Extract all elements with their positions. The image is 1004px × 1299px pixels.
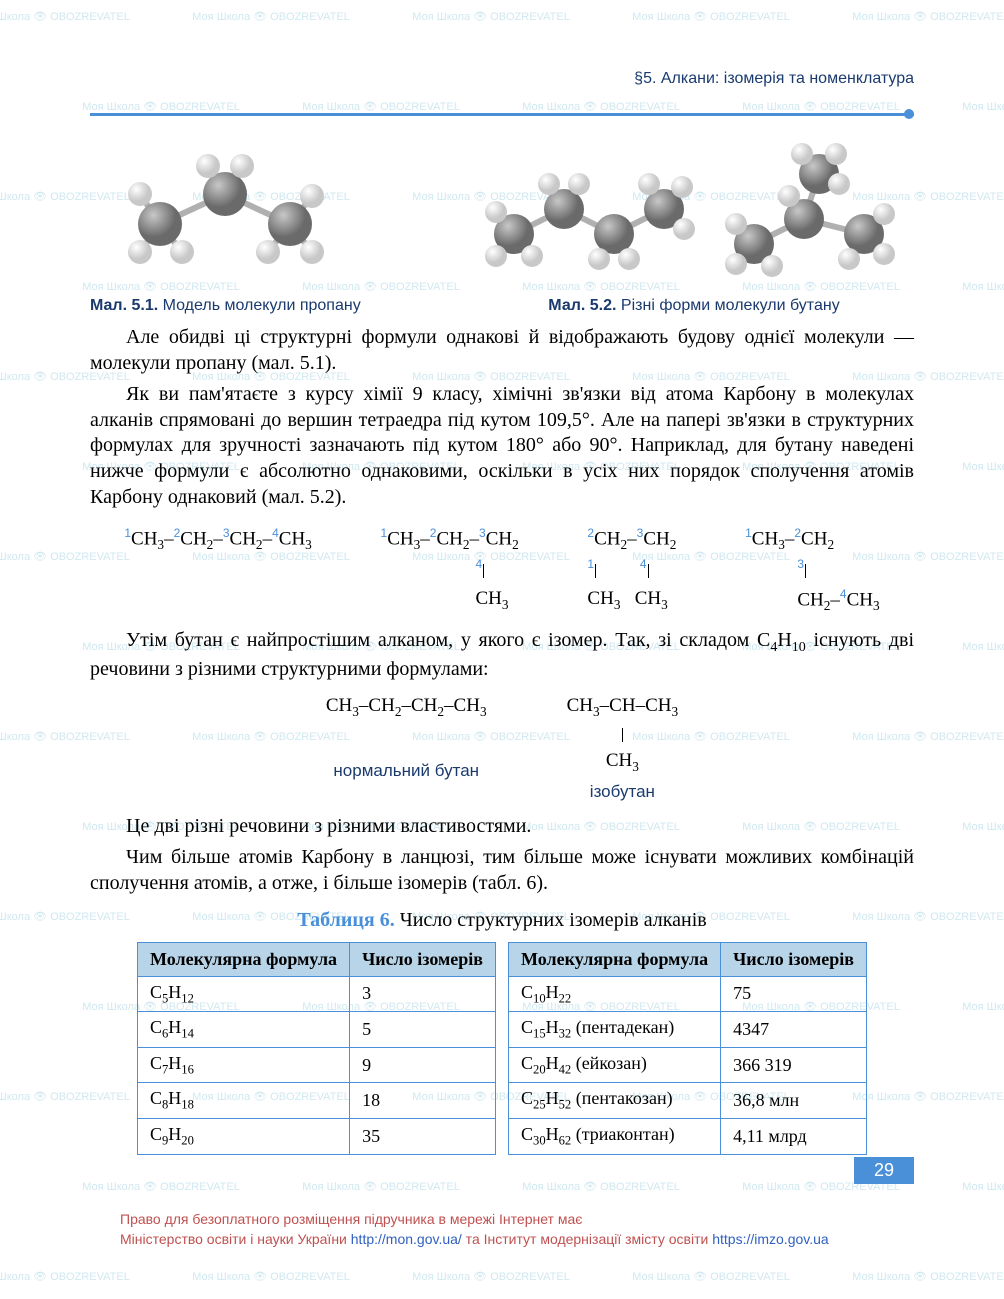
- cell-formula: C25H52 (пентакозан): [509, 1083, 721, 1119]
- cell-count: 18: [350, 1083, 496, 1119]
- fig1-label: Мал. 5.1.: [90, 297, 158, 314]
- table-6-title-text: Число структурних ізомерів алканів: [400, 909, 707, 931]
- cell-count: 3: [350, 976, 496, 1012]
- butane-molecules-svg: [474, 134, 914, 289]
- footer-link-2[interactable]: https://imzo.gov.ua: [712, 1231, 828, 1247]
- fig1-caption: Модель молекули пропану: [163, 297, 361, 314]
- th-formula-left: Молекулярна формула: [137, 942, 349, 976]
- isomer-table-left: Молекулярна формула Число ізомерів C5H12…: [137, 942, 496, 1155]
- table-6-title: Таблиця 6. Число структурних ізомерів ал…: [90, 909, 914, 932]
- paragraph-4: Це дві різні речовини з різними властиво…: [90, 814, 914, 840]
- paragraph-3: Утім бутан є найпростішим алканом, у яко…: [90, 628, 914, 683]
- cell-count: 4,11 млрд: [721, 1118, 867, 1154]
- table-row: C5H123: [137, 976, 495, 1012]
- paragraph-2: Як ви пам'ятаєте з курсу хімії 9 класу, …: [90, 382, 914, 510]
- fig2-label: Мал. 5.2.: [548, 297, 616, 314]
- cell-formula: C20H42 (ейкозан): [509, 1047, 721, 1083]
- cell-count: 4347: [721, 1012, 867, 1048]
- cell-count: 5: [350, 1012, 496, 1048]
- paragraph-1: Але обидві ці структурні формули однаков…: [90, 325, 914, 376]
- table-row: C6H145: [137, 1012, 495, 1048]
- th-formula-right: Молекулярна формула: [509, 942, 721, 976]
- paragraph-5: Чим більше атомів Карбону в ланцюзі, тим…: [90, 845, 914, 896]
- table-row: C25H52 (пентакозан)36,8 млн: [509, 1083, 867, 1119]
- isobutane-block: CH3–CH–CH3 CH3 ізобутан: [567, 693, 679, 804]
- watermark: Моя Школа 👁 OBOZREVATEL: [632, 1270, 790, 1283]
- figure-5-1: Мал. 5.1. Модель молекули пропану: [90, 134, 361, 315]
- butane-formula-1: 1CH3–2CH2–3CH2–4CH3: [124, 524, 312, 555]
- footer-link-1[interactable]: http://mon.gov.ua/: [351, 1231, 462, 1247]
- table-row: C20H42 (ейкозан)366 319: [509, 1047, 867, 1083]
- cell-formula: C7H16: [137, 1047, 349, 1083]
- normal-butane-block: CH3–CH2–CH2–CH3 нормальний бутан: [326, 693, 487, 804]
- butane-formulas-row: 1CH3–2CH2–3CH2–4CH3 1CH3–2CH2–3CH2 4 CH3…: [90, 524, 914, 616]
- propane-molecule-svg: [90, 134, 360, 289]
- cell-count: 9: [350, 1047, 496, 1083]
- cell-formula: C6H14: [137, 1012, 349, 1048]
- watermark: Моя Школа 👁 OBOZREVATEL: [0, 1270, 130, 1283]
- footer-line-2: Міністерство освіти і науки України http…: [120, 1231, 829, 1247]
- table-6-label: Таблиця 6.: [297, 909, 394, 931]
- butane-formula-3: 2CH2–3CH2 1 4 CH3 CH3: [587, 524, 676, 615]
- table-row: C7H169: [137, 1047, 495, 1083]
- watermark: Моя Школа 👁 OBOZREVATEL: [192, 1270, 350, 1283]
- table-row: C30H62 (триаконтан)4,11 млрд: [509, 1118, 867, 1154]
- cell-formula: C15H32 (пентадекан): [509, 1012, 721, 1048]
- watermark: Моя Школа 👁 OBOZREVATEL: [412, 1270, 570, 1283]
- th-count-right: Число ізомерів: [721, 942, 867, 976]
- footer-line-1: Право для безоплатного розміщення підруч…: [120, 1211, 582, 1227]
- figure-5-2: Мал. 5.2. Різні форми молекули бутану: [474, 134, 914, 315]
- table-row: C9H2035: [137, 1118, 495, 1154]
- section-header: §5. Алкани: ізомерія та номенклатура: [90, 70, 914, 93]
- table-row: C10H2275: [509, 976, 867, 1012]
- isobutane-label: ізобутан: [567, 780, 679, 804]
- cell-count: 75: [721, 976, 867, 1012]
- th-count-left: Число ізомерів: [350, 942, 496, 976]
- cell-formula: C8H18: [137, 1083, 349, 1119]
- cell-count: 366 319: [721, 1047, 867, 1083]
- butane-formula-2: 1CH3–2CH2–3CH2 4 CH3: [381, 524, 519, 615]
- cell-formula: C10H22: [509, 976, 721, 1012]
- cell-count: 35: [350, 1118, 496, 1154]
- butane-formula-4: 1CH3–2CH2 3 CH2–4CH3: [745, 524, 880, 616]
- cell-formula: C30H62 (триаконтан): [509, 1118, 721, 1154]
- table-row: C8H1818: [137, 1083, 495, 1119]
- normal-butane-label: нормальний бутан: [326, 759, 487, 783]
- header-rule: [90, 113, 914, 116]
- cell-formula: C5H12: [137, 976, 349, 1012]
- isomer-table-right: Молекулярна формула Число ізомерів C10H2…: [508, 942, 867, 1155]
- cell-count: 36,8 млн: [721, 1083, 867, 1119]
- fig2-caption: Різні форми молекули бутану: [621, 297, 840, 314]
- table-row: C15H32 (пентадекан)4347: [509, 1012, 867, 1048]
- watermark: Моя Школа 👁 OBOZREVATEL: [852, 1270, 1004, 1283]
- cell-formula: C9H20: [137, 1118, 349, 1154]
- isomer-formulas-row: CH3–CH2–CH2–CH3 нормальний бутан CH3–CH–…: [90, 693, 914, 804]
